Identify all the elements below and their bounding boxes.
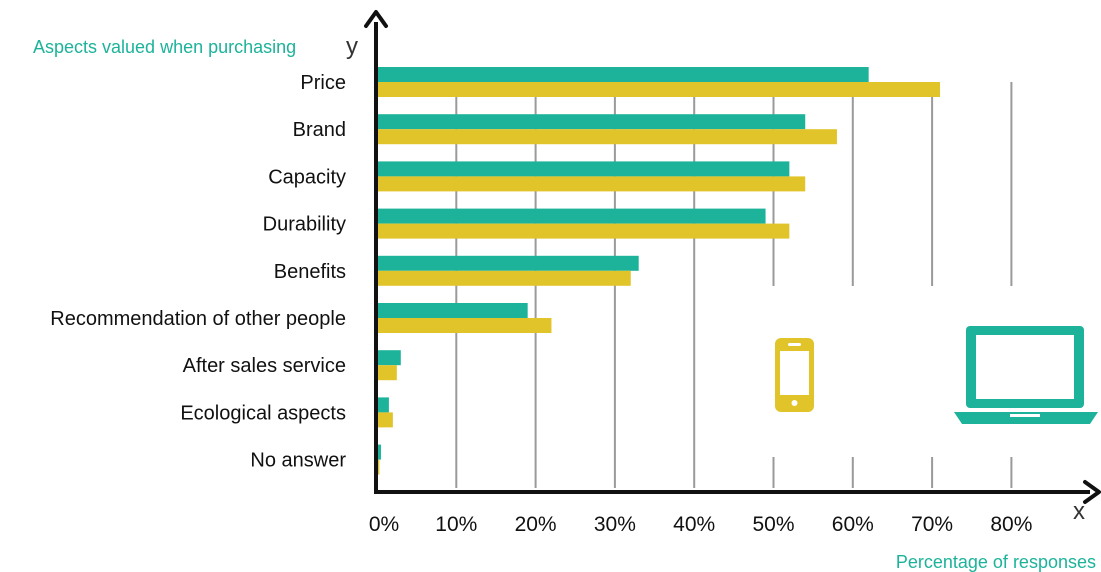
x-tick-label: 10% <box>435 513 477 536</box>
bar-ecological-aspects-series-2 <box>377 412 393 428</box>
y-axis-arrow <box>364 10 388 28</box>
x-tick-labels: 0% 10% 20% 30% 40% 50% 60% 70% 80% <box>369 513 1033 536</box>
bars <box>377 67 941 475</box>
category-label: Capacity <box>268 166 346 188</box>
bar-brand-series-1 <box>377 114 806 130</box>
bar-recommendation-of-other-people-series-2 <box>377 318 552 333</box>
category-label: After sales service <box>183 355 346 377</box>
laptop-icon <box>954 326 1098 424</box>
bar-no-answer-series-2 <box>377 459 380 475</box>
bar-durability-series-1 <box>377 208 766 224</box>
bar-price-series-2 <box>377 82 941 97</box>
x-tick-label: 0% <box>369 513 399 536</box>
x-tick-label: 70% <box>911 513 953 536</box>
category-label: Brand <box>293 119 346 141</box>
x-axis-arrow <box>1083 480 1101 504</box>
x-tick-label: 50% <box>752 513 794 536</box>
x-tick-label: 40% <box>673 513 715 536</box>
bar-after-sales-service-series-2 <box>377 365 397 381</box>
y-axis-title: Aspects valued when purchasing <box>33 37 296 57</box>
bar-capacity-series-1 <box>377 161 790 177</box>
category-label: Recommendation of other people <box>50 308 346 330</box>
x-axis-title: Percentage of responses <box>896 552 1096 572</box>
bar-no-answer-series-1 <box>377 444 381 460</box>
bar-benefits-series-1 <box>377 255 639 271</box>
bar-after-sales-service-series-1 <box>377 350 401 366</box>
bar-benefits-series-2 <box>377 270 631 286</box>
x-tick-label: 20% <box>515 513 557 536</box>
bar-price-series-1 <box>377 67 869 82</box>
category-label: No answer <box>250 450 346 472</box>
x-tick-label: 60% <box>832 513 874 536</box>
y-axis-letter: y <box>346 33 358 60</box>
bar-capacity-series-2 <box>377 176 806 192</box>
bar-durability-series-2 <box>377 223 790 239</box>
bar-recommendation-of-other-people-series-1 <box>377 303 528 318</box>
category-label: Durability <box>263 214 346 236</box>
bar-ecological-aspects-series-1 <box>377 397 389 413</box>
category-label: Ecological aspects <box>180 402 346 424</box>
category-label: Benefits <box>274 261 346 283</box>
x-axis-letter: x <box>1073 498 1085 525</box>
category-labels: Price Brand Capacity Durability Benefits Reco… <box>50 72 346 472</box>
x-tick-label: 80% <box>990 513 1032 536</box>
smartphone-icon <box>775 338 814 412</box>
x-tick-label: 30% <box>594 513 636 536</box>
axes <box>364 10 1101 504</box>
bar-brand-series-2 <box>377 129 837 145</box>
category-label: Price <box>300 72 346 94</box>
